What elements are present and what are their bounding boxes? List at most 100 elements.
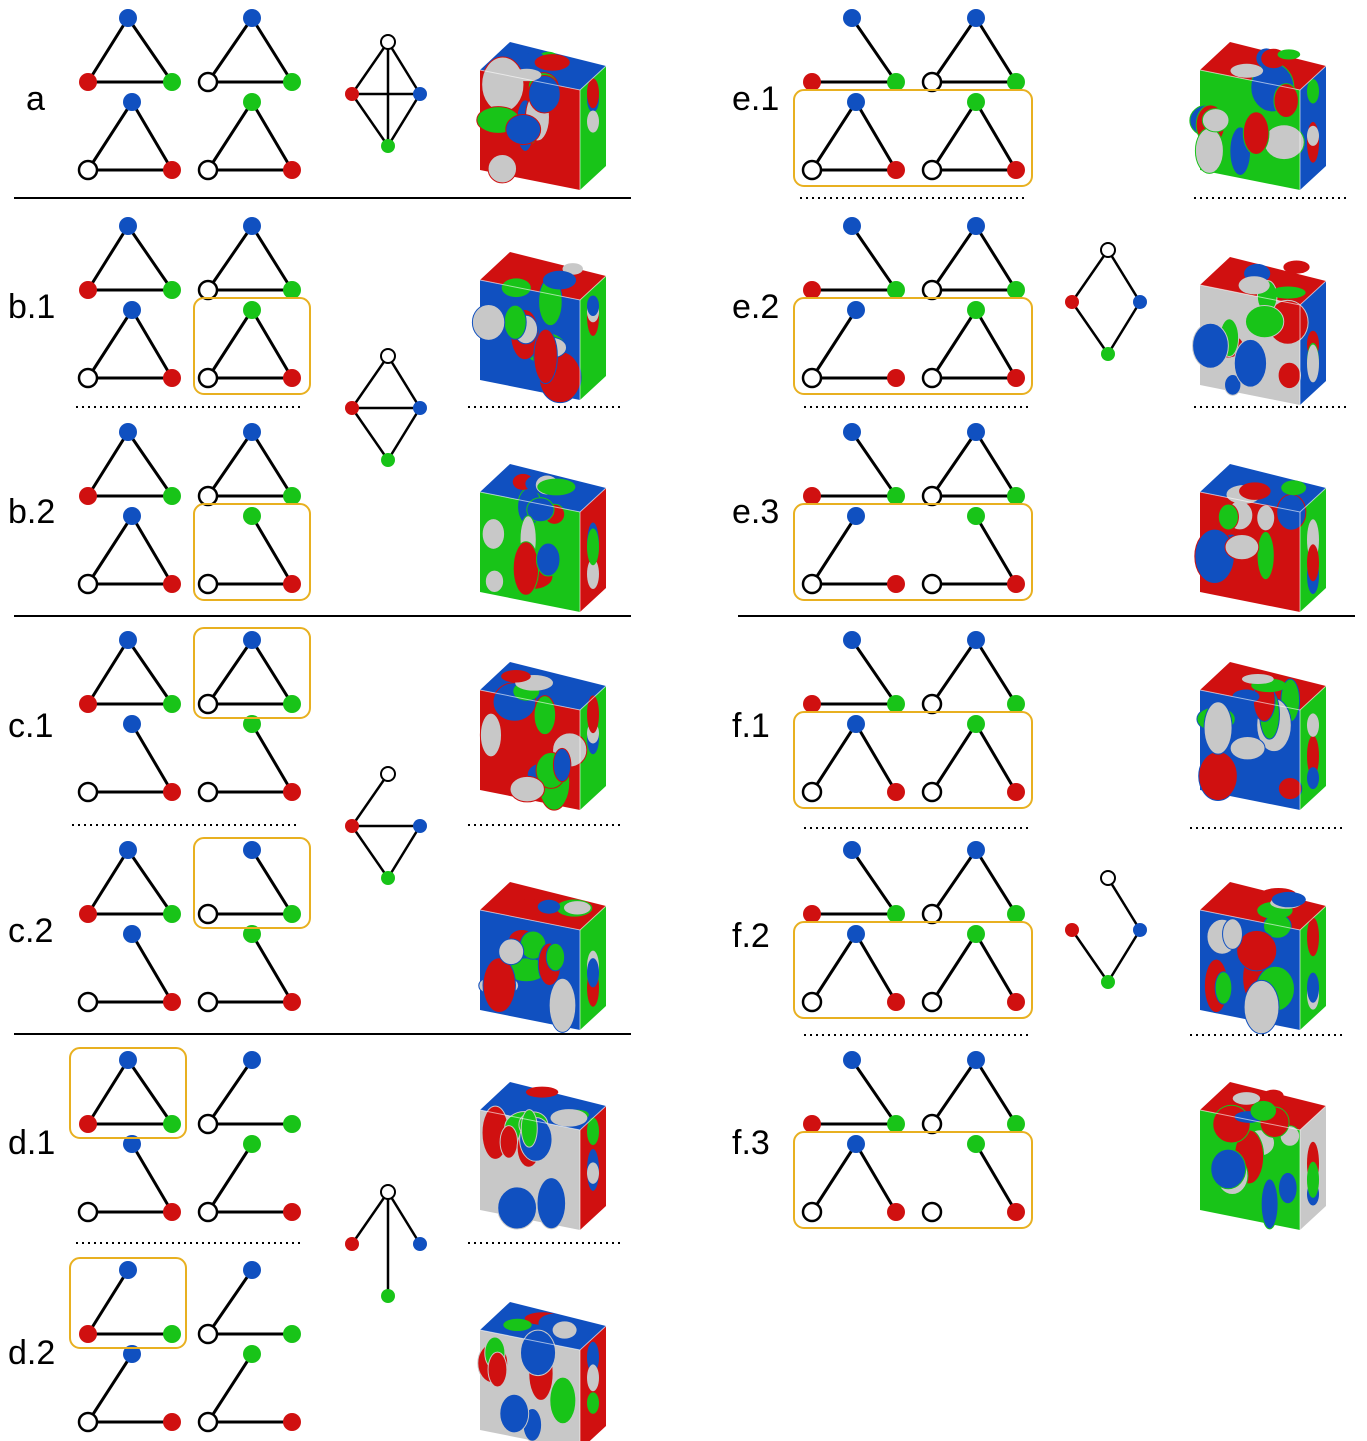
edge-GR [974,101,1018,171]
edge-BW [930,431,978,497]
edge-GR [250,515,294,585]
node-B [847,925,865,943]
cube-blob [1214,971,1233,1005]
edge-BG [974,1059,1018,1125]
panel-f2 [801,841,1025,1013]
node-R [283,1413,301,1431]
summary-node-W [1100,870,1116,886]
edge-BW [810,723,858,793]
cube-side-blob [1307,125,1319,146]
edge-BW [206,1269,254,1335]
summary-edge-RG [1070,301,1110,355]
cube-blob [552,747,572,783]
node-G [283,1325,301,1343]
node-W [197,903,219,925]
cube-blob [509,775,545,803]
cube-blob [1194,127,1224,174]
highlight-box-d1 [69,1047,187,1139]
node-W [197,573,219,595]
node-G [243,93,261,111]
cube-f1 [1196,662,1327,810]
node-G [163,487,181,505]
node-B [967,423,985,441]
cube-blob [481,56,525,113]
subgraph-a-3 [197,93,301,181]
subgraph-f3-1 [921,1051,1025,1135]
edge-GR [250,309,294,379]
node-B [243,217,261,235]
cube-top-blob [1232,1092,1261,1105]
node-W [77,573,99,595]
summary-graphs [345,34,1147,1303]
summary-edge-BG [1106,929,1142,983]
node-G [1007,1115,1025,1133]
node-G [163,1325,181,1343]
summary-graph-e [1065,242,1147,361]
node-B [123,301,141,319]
cube-top-blob [537,478,576,496]
cube-blob [484,569,505,594]
edge-BW [810,1143,858,1213]
subgraph-b2-3 [197,507,301,595]
summary-node-B [413,401,427,415]
subgraph-c1-2 [77,715,181,803]
node-W [77,1411,99,1433]
node-B [967,9,985,27]
cube-blob [1256,504,1276,532]
node-R [887,575,905,593]
node-G [1007,695,1025,713]
cube-blob [1276,493,1307,531]
summary-node-G [381,139,395,153]
edge-BW [930,639,978,705]
subgraph-b1-1 [197,217,301,301]
node-W [197,159,219,181]
cube-blob [487,154,518,184]
subgraph-a-2 [77,93,181,181]
edge-BW [206,17,254,83]
cube-blob [533,695,557,736]
label-d2: d.2 [8,1334,55,1372]
summary-node-G [1101,347,1115,361]
edge-BG [250,17,294,83]
panel-a [77,9,301,181]
edge-BR [854,723,898,793]
summary-edge-WR [350,1191,390,1245]
cube-blob [1210,1148,1247,1190]
subgraph-b1-3 [197,301,301,389]
edge-BW [930,1059,978,1125]
summary-node-W [1100,242,1116,258]
edge-BR [854,101,898,171]
edge-BW [86,309,134,379]
subgraph-f1-1 [921,631,1025,715]
label-e3: e.3 [732,493,779,531]
subgraph-c2-3 [197,925,301,1013]
node-R [163,161,181,179]
cube-top-blob [542,270,577,290]
cube-side-blob [587,1392,599,1414]
node-G [283,487,301,505]
subgraph-b2-2 [77,507,181,595]
summary-node-W [380,34,396,50]
edge-GW [206,101,254,171]
label-c2: c.2 [8,912,53,950]
panel-d2 [77,1261,301,1433]
subgraph-d1-2 [77,1135,181,1223]
node-W [801,573,823,595]
cube-top-blob [550,1109,588,1127]
node-B [967,1051,985,1069]
cube-blob [548,977,577,1033]
node-B [847,301,865,319]
cube-c1 [479,662,607,811]
node-R [1007,783,1025,801]
summary-edge-WB [386,41,422,95]
edge-BG [850,639,898,705]
panel-e3 [801,423,1025,595]
edge-GW [930,101,978,171]
edge-GW [930,723,978,793]
edge-BG [250,431,294,497]
subgraph-e3-1 [921,423,1025,507]
subgraph-e2-0 [803,217,905,299]
summary-node-B [413,819,427,833]
edge-GW [930,933,978,1003]
cube-blob [482,957,516,1014]
